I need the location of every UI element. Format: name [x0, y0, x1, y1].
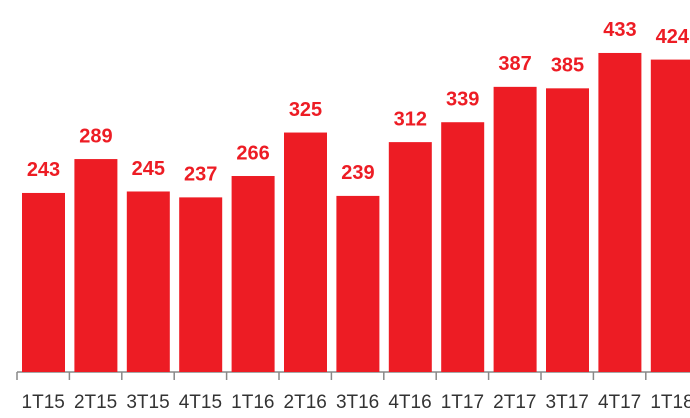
bar — [546, 88, 589, 372]
bar — [22, 192, 65, 372]
x-tick-label: 1T16 — [231, 392, 274, 413]
x-tick-label: 4T16 — [388, 392, 431, 413]
value-label: 239 — [341, 162, 374, 184]
x-tick-label: 4T17 — [598, 392, 641, 413]
x-tick-label: 4T15 — [179, 392, 222, 413]
value-label: 266 — [236, 142, 269, 164]
bar — [231, 176, 275, 372]
bar — [179, 197, 223, 372]
value-label: 433 — [603, 19, 636, 41]
x-tick-label: 2T17 — [493, 392, 536, 413]
x-tick-label: 1T15 — [22, 392, 65, 413]
value-label: 325 — [289, 99, 322, 121]
x-tick-label: 3T16 — [336, 392, 379, 413]
bar — [493, 86, 537, 372]
x-tick-label: 1T18 — [650, 392, 690, 413]
bar — [336, 195, 380, 372]
value-label: 237 — [184, 164, 217, 186]
bar — [74, 159, 118, 372]
bar — [650, 59, 690, 372]
x-tick-label: 2T15 — [74, 392, 117, 413]
bar — [441, 122, 485, 373]
value-label: 385 — [551, 55, 584, 77]
value-label: 312 — [394, 108, 427, 130]
x-tick-label: 3T17 — [546, 392, 589, 413]
bar — [388, 142, 432, 372]
value-label: 387 — [498, 53, 531, 75]
value-label: 245 — [132, 158, 165, 180]
value-label: 243 — [27, 159, 60, 181]
value-label: 289 — [79, 125, 112, 147]
bar — [598, 52, 642, 372]
x-tick-label: 1T17 — [441, 392, 484, 413]
value-label: 339 — [446, 89, 479, 111]
bar — [126, 191, 170, 372]
x-tick-label: 2T16 — [284, 392, 327, 413]
bar — [284, 132, 327, 372]
value-label: 424 — [656, 26, 690, 48]
x-tick-label: 3T15 — [126, 392, 169, 413]
